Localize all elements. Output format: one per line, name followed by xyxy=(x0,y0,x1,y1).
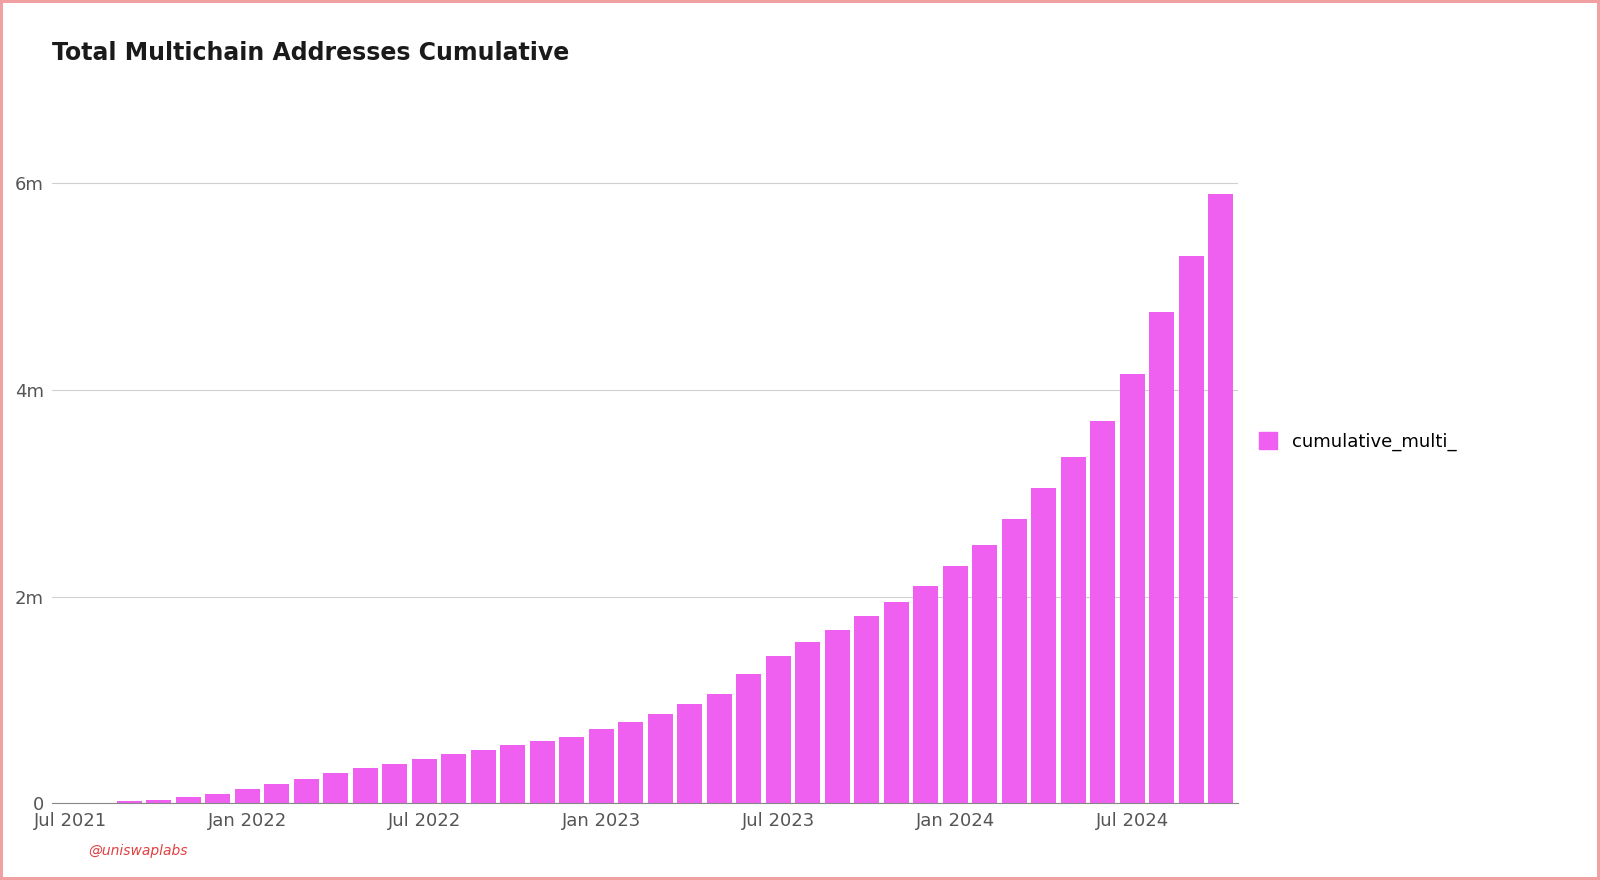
Bar xyxy=(558,737,584,803)
Bar xyxy=(205,794,230,803)
Text: @uniswaplabs: @uniswaplabs xyxy=(88,844,187,858)
Bar xyxy=(501,745,525,803)
Bar xyxy=(470,750,496,803)
Bar xyxy=(1002,519,1027,803)
Bar xyxy=(707,694,731,803)
Bar xyxy=(235,789,259,803)
Bar xyxy=(618,722,643,803)
Bar xyxy=(824,630,850,803)
Legend: cumulative_multi_: cumulative_multi_ xyxy=(1259,432,1456,451)
Bar xyxy=(589,729,614,803)
Bar xyxy=(854,616,880,803)
Bar xyxy=(1149,312,1174,803)
Bar xyxy=(530,741,555,803)
Text: Total Multichain Addresses Cumulative: Total Multichain Addresses Cumulative xyxy=(53,41,570,65)
Bar xyxy=(442,754,466,803)
Bar xyxy=(736,674,762,803)
Bar xyxy=(677,704,702,803)
Bar xyxy=(883,602,909,803)
Bar xyxy=(973,545,997,803)
Bar xyxy=(1208,194,1234,803)
Bar xyxy=(264,784,290,803)
Bar xyxy=(648,714,672,803)
Bar xyxy=(1061,458,1086,803)
Bar xyxy=(382,764,406,803)
Bar xyxy=(352,768,378,803)
Bar xyxy=(766,656,790,803)
Bar xyxy=(411,759,437,803)
Bar xyxy=(1179,255,1203,803)
Bar xyxy=(176,797,200,803)
Bar xyxy=(1120,375,1144,803)
Bar xyxy=(1090,421,1115,803)
Bar xyxy=(914,586,938,803)
Bar xyxy=(117,802,141,803)
Bar xyxy=(942,566,968,803)
Bar xyxy=(293,779,318,803)
Bar xyxy=(146,800,171,803)
Bar xyxy=(1030,488,1056,803)
Bar xyxy=(795,642,821,803)
Bar xyxy=(323,774,349,803)
